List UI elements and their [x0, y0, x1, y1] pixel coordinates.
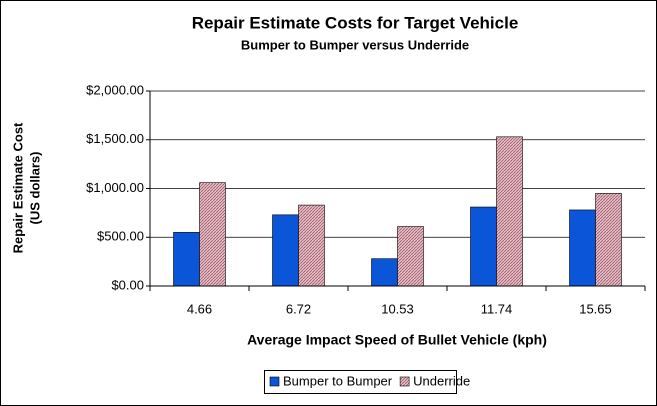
- y-axis-label: (US dollars): [27, 152, 42, 225]
- bar: [298, 204, 325, 287]
- y-tick-label: $1,500.00: [86, 131, 144, 146]
- x-tick-label: 4.66: [187, 301, 212, 316]
- bar: [595, 193, 622, 287]
- x-tick-label: 10.53: [381, 301, 414, 316]
- bar: [569, 209, 596, 287]
- x-axis-label: Average Impact Speed of Bullet Vehicle (…: [247, 332, 547, 348]
- legend-box: [264, 370, 457, 394]
- legend-label: Underride: [413, 373, 470, 388]
- legend-swatch: [399, 376, 410, 387]
- bar: [173, 232, 200, 287]
- legend-swatch: [269, 376, 280, 387]
- bar: [470, 206, 497, 287]
- bar: [272, 214, 299, 287]
- x-tick-label: 6.72: [286, 301, 311, 316]
- x-tick-label: 15.65: [579, 301, 612, 316]
- bar: [199, 182, 226, 287]
- y-axis-label: Repair Estimate Cost: [10, 122, 25, 253]
- y-tick-label: $2,000.00: [86, 82, 144, 97]
- bar: [397, 226, 424, 287]
- chart-subtitle: Bumper to Bumper versus Underride: [241, 37, 469, 52]
- y-tick-label: $500.00: [97, 229, 144, 244]
- x-tick-label: 11.74: [481, 301, 513, 316]
- chart-title: Repair Estimate Costs for Target Vehicle: [192, 13, 519, 32]
- bar: [371, 258, 398, 287]
- bar: [496, 136, 523, 287]
- y-tick-label: $0.00: [111, 277, 144, 292]
- legend-label: Bumper to Bumper: [283, 373, 393, 388]
- y-tick-label: $1,000.00: [86, 180, 144, 195]
